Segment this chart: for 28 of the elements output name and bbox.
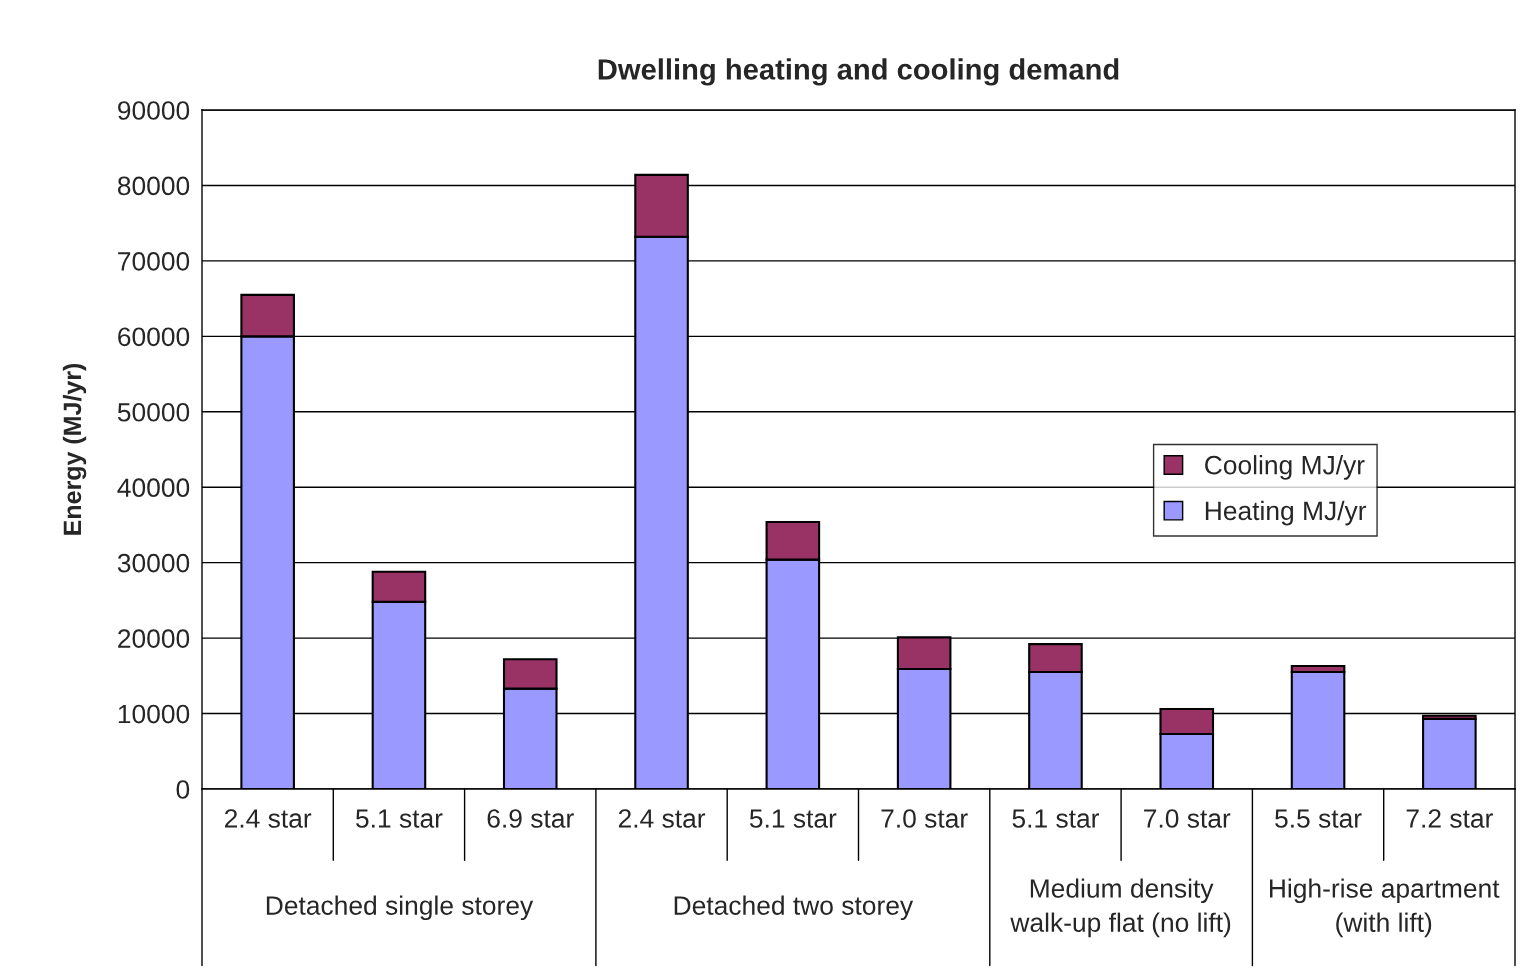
text: Detached single storey [266, 895, 534, 921]
text: Detached two storey [674, 895, 914, 921]
text: High-rise apartment (with lift) [1270, 878, 1500, 938]
x-tick-label: 2.4 star [618, 809, 706, 828]
x-tick-label: 5.1 star [356, 809, 443, 828]
legend-label: Heating MJ/yr [1205, 500, 1367, 526]
x-tick-label: 5.1 star [1012, 809, 1100, 828]
y-tick-label: 70000 [118, 252, 190, 271]
y-tick-label: 60000 [118, 327, 190, 347]
y-tick-label: 30000 [117, 553, 190, 573]
y-tick-label: 80000 [117, 176, 190, 196]
text: Medium density walk-up flat (no lift) [1010, 878, 1231, 938]
legend-label: Cooling MJ/yr [1205, 455, 1365, 480]
x-tick-label: 6.9 star [487, 809, 574, 828]
chart-title: Dwelling heating and cooling demand [598, 58, 1119, 86]
x-tick-label: 5.5 star [1275, 809, 1362, 828]
y-tick-label: 40000 [117, 478, 190, 498]
y-tick-label: 0 [176, 780, 190, 799]
y-axis-title: Energy (MJ/yr) [62, 363, 87, 535]
x-tick-label: 7.0 star [881, 809, 968, 828]
y-tick-label: 10000 [118, 704, 190, 724]
y-tick-label: 20000 [118, 629, 190, 648]
x-tick-label: 2.4 star [224, 809, 312, 828]
x-tick-label: 5.1 star [749, 809, 837, 828]
y-tick-label: 50000 [117, 402, 190, 422]
y-tick-label: 90000 [118, 101, 190, 120]
x-tick-label: 7.2 star [1406, 809, 1493, 828]
x-tick-label: 7.0 star [1144, 809, 1231, 828]
